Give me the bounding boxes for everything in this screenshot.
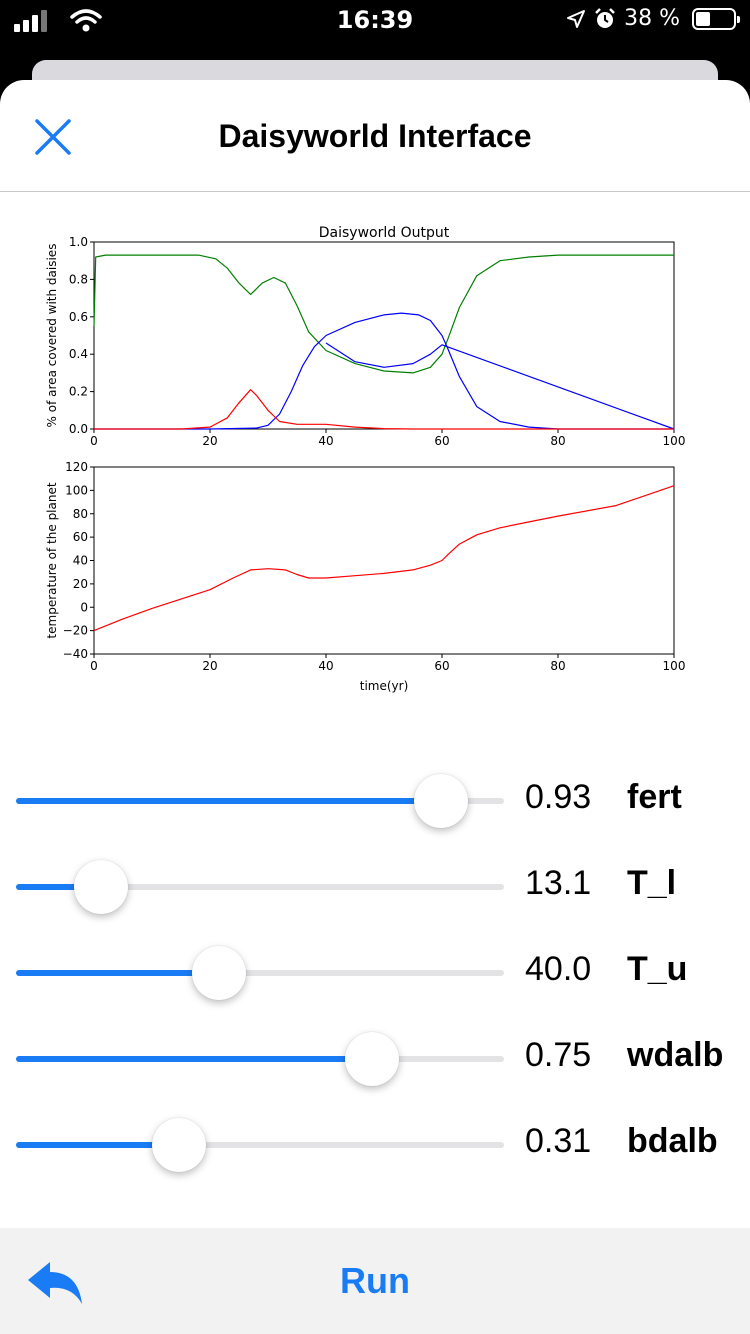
slider-fill	[16, 1142, 180, 1148]
y-tick-label: −40	[63, 647, 88, 661]
daisyworld-chart: Daisyworld Output 0 20 40 60 80 100 0.0 0.2 0.4 0.…	[45, 225, 686, 693]
battery-icon	[692, 7, 740, 30]
y-tick-label: 0	[80, 600, 88, 614]
slider-fill	[16, 884, 102, 890]
plot-frame-1	[93, 241, 675, 430]
slider-label: T_u	[627, 950, 688, 988]
slider-track[interactable]	[16, 1142, 504, 1148]
x-tick-label: 20	[202, 434, 217, 448]
chart-area: Daisyworld Output 0 20 40 60 80 100 0.0 0.2 0.4 0.…	[0, 212, 750, 712]
x-tick-label: 80	[550, 434, 565, 448]
series-line-1-2	[94, 312, 675, 430]
status-right: 38 %	[566, 6, 740, 31]
slider-thumb[interactable]	[345, 1032, 400, 1086]
status-time: 16:39	[336, 6, 414, 34]
slider-track[interactable]	[16, 970, 504, 976]
slider-label: T_l	[627, 864, 677, 902]
slider-track[interactable]	[16, 798, 504, 804]
modal-sheet: Daisyworld Interface Daisyworld Output 0 2…	[0, 80, 750, 1334]
y-axis-label: temperature of the planet	[45, 482, 59, 638]
slider-label: bdalb	[627, 1122, 718, 1160]
slider-row-t_l: 13.1 T_l	[0, 856, 750, 916]
undo-icon	[28, 1262, 82, 1304]
x-tick-label: 60	[434, 659, 449, 673]
navigation-bar: Daisyworld Interface	[0, 80, 750, 192]
slider-fill	[16, 798, 441, 804]
y-tick-label: 40	[73, 554, 88, 568]
y-tick-label: 0.8	[69, 272, 88, 286]
alarm-icon	[595, 7, 615, 28]
x-tick-label: 0	[90, 434, 98, 448]
slider-label: fert	[627, 778, 682, 816]
slider-value: 13.1	[525, 864, 592, 902]
battery-text: 38 %	[624, 6, 680, 31]
slider-row-fert: 0.93 fert	[0, 770, 750, 830]
y-tick-label: 1.0	[69, 235, 88, 249]
slider-track[interactable]	[16, 1056, 504, 1062]
y-tick-label: 120	[65, 460, 88, 474]
slider-row-t_u: 40.0 T_u	[0, 942, 750, 1002]
slider-value: 0.93	[525, 778, 592, 816]
y-tick-label: 0.6	[69, 310, 88, 324]
chart-title: Daisyworld Output	[319, 225, 450, 241]
x-tick-label: 40	[318, 434, 333, 448]
y-tick-label: 0.4	[69, 347, 88, 361]
slider-thumb[interactable]	[413, 774, 468, 828]
slider-label: wdalb	[627, 1036, 724, 1074]
y-tick-label: 100	[65, 483, 88, 497]
slider-track[interactable]	[16, 884, 504, 890]
y-tick-label: −20	[63, 624, 88, 638]
x-tick-label: 100	[663, 659, 686, 673]
slider-row-bdalb: 0.31 bdalb	[0, 1114, 750, 1174]
bottom-toolbar: Run	[0, 1228, 750, 1334]
series-line-1-3	[94, 389, 674, 430]
y-axis-label: % of area covered with daisies	[45, 244, 59, 428]
location-icon	[567, 9, 586, 28]
slider-row-wdalb: 0.75 wdalb	[0, 1028, 750, 1088]
undo-button[interactable]	[26, 1258, 86, 1308]
plot-frame-2	[93, 466, 675, 655]
series-line-2-1	[93, 485, 675, 632]
slider-thumb[interactable]	[74, 860, 129, 914]
close-button[interactable]	[30, 114, 76, 160]
signal-icon	[14, 10, 47, 32]
y-tick-label: 60	[73, 530, 88, 544]
run-button[interactable]: Run	[340, 1260, 410, 1301]
slider-value: 40.0	[525, 950, 592, 988]
slider-value: 0.75	[525, 1036, 592, 1074]
slider-fill	[16, 970, 219, 976]
x-tick-label: 60	[434, 434, 449, 448]
x-tick-label: 100	[663, 434, 686, 448]
x-axis-label: time(yr)	[360, 679, 409, 693]
slider-thumb[interactable]	[152, 1118, 207, 1172]
page-title: Daisyworld Interface	[218, 118, 532, 154]
slider-fill	[16, 1056, 373, 1062]
slider-value: 0.31	[525, 1122, 592, 1160]
series-line-1-1	[93, 254, 674, 374]
slider-thumb[interactable]	[191, 946, 246, 1000]
y-tick-label: 20	[73, 577, 88, 591]
status-bar: 16:39 38 %	[0, 0, 750, 44]
x-tick-label: 20	[202, 659, 217, 673]
y-tick-label: 80	[73, 507, 88, 521]
wifi-icon	[70, 9, 102, 32]
close-icon	[35, 119, 71, 155]
y-tick-label: 0.0	[69, 422, 88, 436]
x-tick-label: 0	[90, 659, 98, 673]
x-tick-label: 40	[318, 659, 333, 673]
y-tick-label: 0.2	[69, 385, 88, 399]
x-tick-label: 80	[550, 659, 565, 673]
